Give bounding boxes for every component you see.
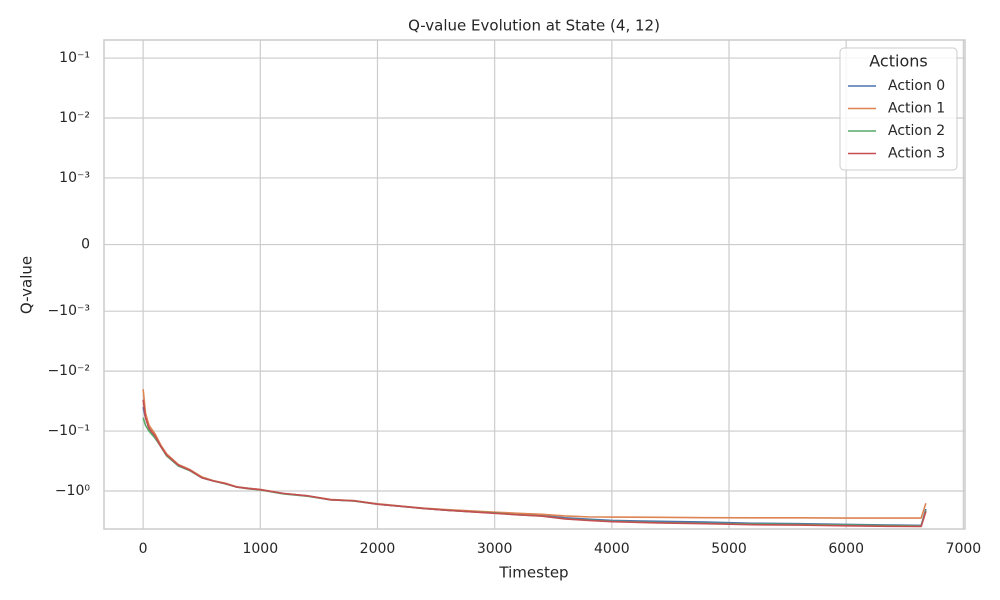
y-tick-label: 10⁻² bbox=[59, 110, 90, 126]
y-tick-label: −10⁰ bbox=[55, 483, 91, 499]
x-tick-label: 1000 bbox=[242, 541, 278, 557]
legend-label: Action 1 bbox=[888, 101, 945, 117]
x-tick-label: 0 bbox=[139, 541, 148, 557]
y-tick-label: 10⁻³ bbox=[59, 170, 90, 186]
x-tick-label: 5000 bbox=[711, 541, 747, 557]
legend-label: Action 2 bbox=[888, 123, 945, 139]
y-axis-label: Q-value bbox=[18, 256, 36, 314]
legend: Actions Action 0 Action 1 Action 2 Action 3 bbox=[839, 47, 958, 171]
x-tick-label: 6000 bbox=[828, 541, 864, 557]
plot-lines bbox=[142, 389, 927, 528]
legend-label: Action 3 bbox=[888, 146, 945, 162]
y-tick-label: 10⁻¹ bbox=[59, 50, 90, 66]
chart-title: Q-value Evolution at State (4, 12) bbox=[408, 17, 660, 35]
data-line bbox=[142, 399, 927, 528]
legend-box bbox=[839, 47, 958, 171]
x-axis-label: Timestep bbox=[498, 564, 568, 582]
x-tick-label: 7000 bbox=[946, 541, 982, 557]
y-tick-label: −10⁻² bbox=[47, 363, 90, 379]
legend-label: Action 0 bbox=[888, 78, 945, 94]
x-tick-label: 3000 bbox=[477, 541, 513, 557]
legend-title: Actions bbox=[869, 52, 927, 71]
plot-frame bbox=[103, 39, 966, 530]
x-tick-label: 4000 bbox=[594, 541, 630, 557]
grid bbox=[104, 40, 965, 529]
x-tick-label: 2000 bbox=[360, 541, 396, 557]
y-tick-label: −10⁻³ bbox=[47, 303, 90, 319]
y-tick-label: 0 bbox=[81, 237, 90, 253]
y-tick-label: −10⁻¹ bbox=[47, 423, 90, 439]
